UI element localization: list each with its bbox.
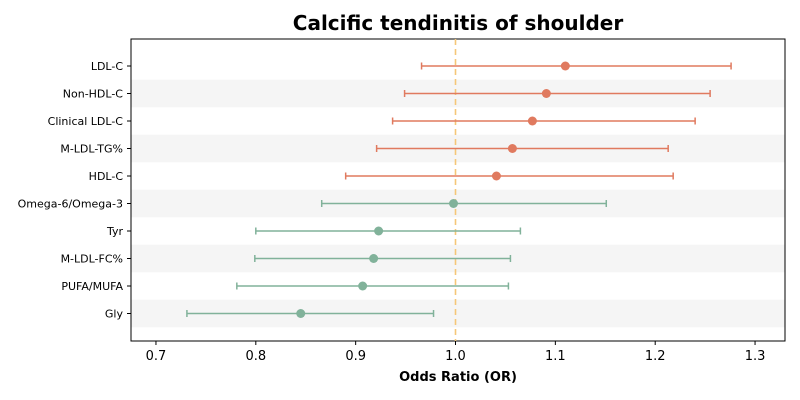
- ci-row: [375, 144, 669, 153]
- ci-marks: [186, 61, 732, 318]
- ci-row: [420, 61, 732, 71]
- x-tick-label: 0.8: [245, 349, 266, 364]
- or-point: [527, 116, 537, 126]
- y-tick-label: Gly: [105, 308, 124, 321]
- y-tick-label: PUFA/MUFA: [61, 280, 123, 293]
- y-tick-label: Tyr: [106, 225, 124, 238]
- or-point: [374, 226, 384, 236]
- or-point: [560, 61, 570, 71]
- ci-row: [403, 89, 711, 98]
- ci-row: [320, 199, 608, 208]
- y-tick-label: M-LDL-FC%: [61, 253, 123, 266]
- y-tick-label: Clinical LDL-C: [48, 115, 124, 128]
- plot-frame: [130, 38, 786, 342]
- x-axis-label: Odds Ratio (OR): [399, 370, 517, 385]
- or-point: [449, 199, 459, 208]
- x-tick-label: 1.1: [545, 349, 566, 364]
- x-axis-ticks: 0.7 0.8 0.9 1.0 1.1 1.2 1.3: [146, 341, 766, 364]
- ci-row: [391, 116, 696, 126]
- ci-row: [254, 254, 512, 263]
- or-point: [358, 281, 368, 291]
- x-tick-label: 0.9: [345, 349, 366, 364]
- chart-title: Calcific tendinitis of shoulder: [293, 11, 624, 35]
- y-tick-label: Non-HDL-C: [63, 88, 124, 101]
- y-tick-labels: LDL-C Non-HDL-C Clinical LDL-C M-LDL-TG% HDL…: [18, 60, 131, 321]
- or-point: [296, 309, 306, 318]
- ci-row: [344, 171, 674, 181]
- ci-row: [255, 226, 522, 236]
- ci-row: [186, 309, 435, 318]
- y-tick-label: HDL-C: [89, 170, 124, 183]
- or-point: [369, 254, 379, 263]
- x-tick-label: 0.7: [146, 349, 167, 364]
- y-tick-label: M-LDL-TG%: [60, 143, 123, 156]
- or-point: [507, 144, 517, 153]
- y-tick-label: Omega-6/Omega-3: [18, 198, 123, 211]
- x-tick-label: 1.3: [745, 349, 766, 364]
- or-point: [541, 89, 551, 98]
- y-tick-label: LDL-C: [91, 60, 124, 73]
- x-tick-label: 1.0: [445, 349, 466, 364]
- ci-row: [236, 281, 510, 291]
- x-tick-label: 1.2: [645, 349, 666, 364]
- or-point: [491, 171, 501, 181]
